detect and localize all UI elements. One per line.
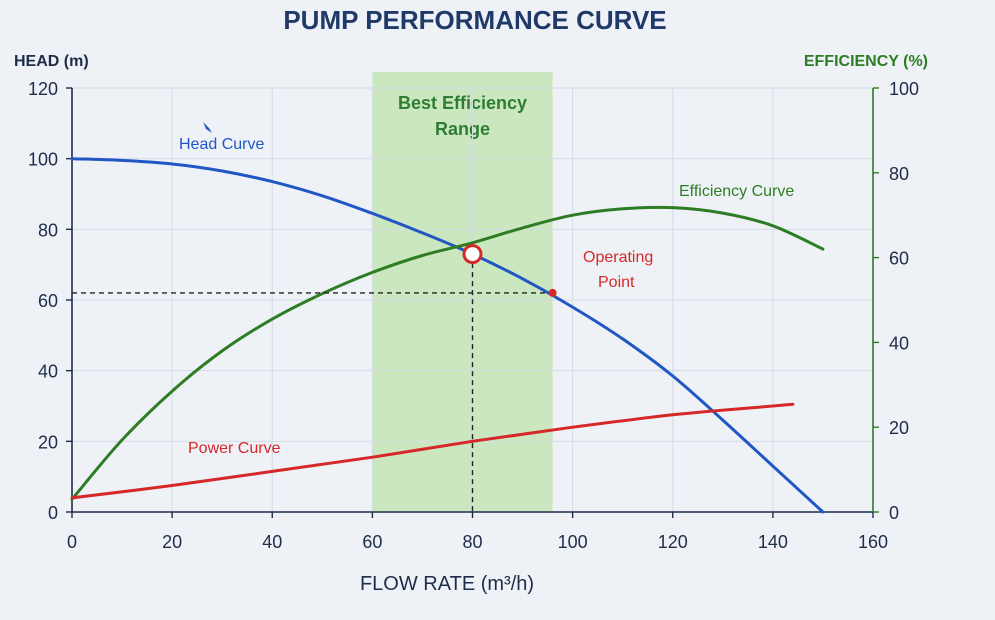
best-efficiency-band-layer: Best Efficiency Range — [372, 72, 553, 512]
best-efficiency-band — [372, 72, 553, 512]
axes-layer: 0 20 40 60 80 100 120 140 1600204060801001200204… — [28, 79, 919, 552]
efficiency-curve-label: Efficiency Curve — [679, 183, 794, 200]
best-efficiency-label-line1: Best Efficiency — [398, 93, 527, 113]
x-tick-label: 100 — [558, 532, 588, 552]
y-left-tick-label: 0 — [48, 503, 58, 523]
x-axis-title: FLOW RATE (m³/h) — [360, 573, 534, 595]
operating-point-label-line2: Point — [598, 274, 635, 291]
power-curve-line — [70, 402, 795, 500]
y-left-tick-label: 80 — [38, 220, 58, 240]
operating-point-label-line1: Operating — [583, 249, 653, 266]
operating-point-marker — [462, 244, 483, 265]
operating-point-dot — [548, 288, 557, 297]
head-label-pointer-icon — [203, 122, 212, 133]
y-left-tick-label: 100 — [28, 150, 58, 170]
x-tick-label: 40 — [262, 532, 282, 552]
chart-title: PUMP PERFORMANCE CURVE — [283, 5, 666, 35]
y-right-tick-label: 80 — [889, 164, 909, 184]
x-tick-label: 80 — [462, 532, 482, 552]
y-right-tick-label: 100 — [889, 79, 919, 99]
x-tick-label: 160 — [858, 532, 888, 552]
y-left-tick-label: 120 — [28, 79, 58, 99]
series-layer — [70, 157, 825, 514]
x-tick-label: 60 — [362, 532, 382, 552]
best-efficiency-label-line2: Range — [435, 119, 490, 139]
y-axis-right-title: EFFICIENCY (%) — [804, 53, 928, 70]
annotation-layer: Operating Point Head Curve Efficiency Curve… — [72, 122, 794, 512]
power-curve-label: Power Curve — [188, 440, 281, 457]
y-right-tick-label: 0 — [889, 503, 899, 523]
x-tick-label: 0 — [67, 532, 77, 552]
y-left-tick-label: 60 — [38, 291, 58, 311]
y-left-tick-label: 20 — [38, 432, 58, 452]
x-tick-label: 140 — [758, 532, 788, 552]
efficiency-curve-line — [70, 205, 825, 501]
x-tick-label: 120 — [658, 532, 688, 552]
y-right-tick-label: 60 — [889, 249, 909, 269]
y-axis-left-title: HEAD (m) — [14, 53, 89, 70]
y-right-tick-label: 20 — [889, 418, 909, 438]
y-left-tick-label: 40 — [38, 362, 58, 382]
head-curve-label: Head Curve — [179, 136, 264, 153]
y-right-tick-label: 40 — [889, 333, 909, 353]
x-tick-label: 20 — [162, 532, 182, 552]
